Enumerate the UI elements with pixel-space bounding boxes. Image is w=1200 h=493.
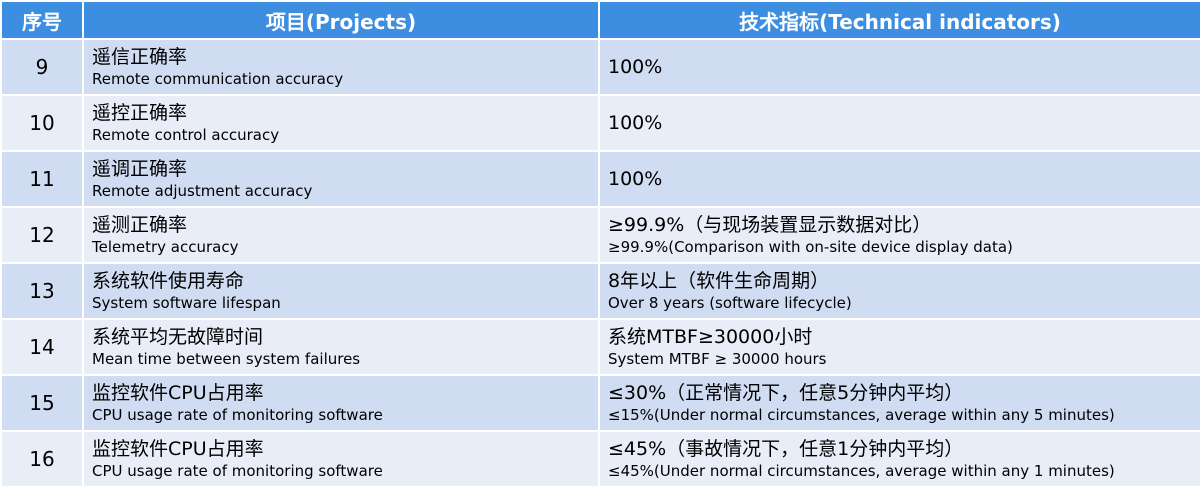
indicator-zh: 100%: [608, 56, 663, 78]
project-cell: 系统平均无故障时间 Mean time between system failu…: [84, 320, 598, 374]
row-number: 9: [2, 40, 82, 94]
table-row: 12 遥测正确率 Telemetry accuracy ≥99.9%（与现场装置…: [2, 208, 1200, 262]
table-row: 16 监控软件CPU占用率 CPU usage rate of monitori…: [2, 432, 1200, 486]
project-en: Remote control accuracy: [92, 126, 280, 144]
indicator-zh: 100%: [608, 168, 663, 190]
project-cell: 遥测正确率 Telemetry accuracy: [84, 208, 598, 262]
project-en: System software lifespan: [92, 294, 281, 312]
indicator-en: System MTBF ≥ 30000 hours: [608, 350, 827, 368]
row-number: 14: [2, 320, 82, 374]
project-cell: 遥调正确率 Remote adjustment accuracy: [84, 152, 598, 206]
header-no: 序号: [2, 2, 82, 38]
indicator-zh: 100%: [608, 112, 663, 134]
header-row: 序号 项目(Projects) 技术指标(Technical indicator…: [2, 2, 1200, 38]
project-cell: 监控软件CPU占用率 CPU usage rate of monitoring …: [84, 432, 598, 486]
indicator-cell: ≤30%（正常情况下，任意5分钟内平均） ≤15%(Under normal c…: [600, 376, 1200, 430]
indicator-zh: ≥99.9%（与现场装置显示数据对比）: [608, 214, 932, 236]
project-cell: 监控软件CPU占用率 CPU usage rate of monitoring …: [84, 376, 598, 430]
indicator-zh: 系统MTBF≥30000小时: [608, 326, 813, 348]
indicator-en: ≤45%(Under normal circumstances, average…: [608, 462, 1115, 480]
table-row: 15 监控软件CPU占用率 CPU usage rate of monitori…: [2, 376, 1200, 430]
row-number: 10: [2, 96, 82, 150]
project-en: CPU usage rate of monitoring software: [92, 462, 383, 480]
table-row: 11 遥调正确率 Remote adjustment accuracy 100%: [2, 152, 1200, 206]
project-zh: 遥信正确率: [92, 46, 188, 68]
row-number: 15: [2, 376, 82, 430]
indicator-cell: 100%: [600, 40, 1200, 94]
project-en: Telemetry accuracy: [92, 238, 239, 256]
row-number: 13: [2, 264, 82, 318]
indicator-cell: ≥99.9%（与现场装置显示数据对比） ≥99.9%(Comparison wi…: [600, 208, 1200, 262]
indicator-cell: 100%: [600, 152, 1200, 206]
project-en: Remote adjustment accuracy: [92, 182, 313, 200]
indicator-cell: 系统MTBF≥30000小时 System MTBF ≥ 30000 hours: [600, 320, 1200, 374]
project-cell: 系统软件使用寿命 System software lifespan: [84, 264, 598, 318]
indicator-en: ≤15%(Under normal circumstances, average…: [608, 406, 1115, 424]
table-row: 9 遥信正确率 Remote communication accuracy 10…: [2, 40, 1200, 94]
indicator-cell: 8年以上（软件生命周期） Over 8 years (software life…: [600, 264, 1200, 318]
project-zh: 监控软件CPU占用率: [92, 438, 264, 460]
row-number: 11: [2, 152, 82, 206]
row-number: 16: [2, 432, 82, 486]
indicator-zh: 8年以上（软件生命周期）: [608, 270, 830, 292]
indicator-cell: 100%: [600, 96, 1200, 150]
indicator-cell: ≤45%（事故情况下，任意1分钟内平均） ≤45%(Under normal c…: [600, 432, 1200, 486]
project-zh: 遥调正确率: [92, 158, 188, 180]
indicator-zh: ≤30%（正常情况下，任意5分钟内平均）: [608, 382, 964, 404]
header-indicator: 技术指标(Technical indicators): [600, 2, 1200, 38]
header-project: 项目(Projects): [84, 2, 598, 38]
project-en: Remote communication accuracy: [92, 70, 344, 88]
table-row: 13 系统软件使用寿命 System software lifespan 8年以…: [2, 264, 1200, 318]
project-en: CPU usage rate of monitoring software: [92, 406, 383, 424]
project-zh: 遥测正确率: [92, 214, 188, 236]
row-number: 12: [2, 208, 82, 262]
indicator-zh: ≤45%（事故情况下，任意1分钟内平均）: [608, 438, 964, 460]
project-zh: 监控软件CPU占用率: [92, 382, 264, 404]
indicator-en: ≥99.9%(Comparison with on-site device di…: [608, 238, 1013, 256]
project-cell: 遥信正确率 Remote communication accuracy: [84, 40, 598, 94]
table-row: 14 系统平均无故障时间 Mean time between system fa…: [2, 320, 1200, 374]
project-en: Mean time between system failures: [92, 350, 361, 368]
indicator-en: Over 8 years (software lifecycle): [608, 294, 852, 312]
project-cell: 遥控正确率 Remote control accuracy: [84, 96, 598, 150]
table-row: 10 遥控正确率 Remote control accuracy 100%: [2, 96, 1200, 150]
project-zh: 系统软件使用寿命: [92, 270, 245, 292]
project-zh: 遥控正确率: [92, 102, 188, 124]
project-zh: 系统平均无故障时间: [92, 326, 264, 348]
